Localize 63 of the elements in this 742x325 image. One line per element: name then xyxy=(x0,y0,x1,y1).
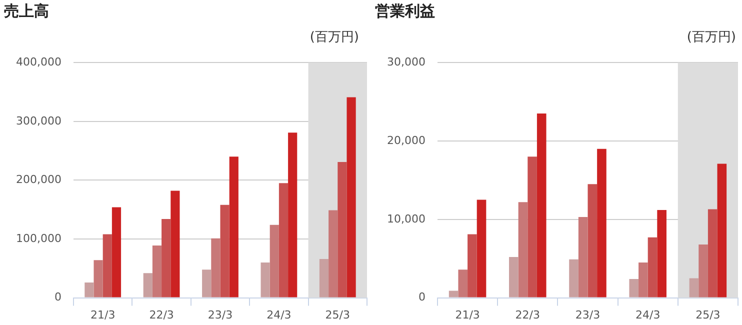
bar xyxy=(328,210,338,298)
bar xyxy=(102,234,112,298)
bar xyxy=(170,190,180,298)
bar xyxy=(288,132,298,298)
y-tick-label: 10,000 xyxy=(386,212,426,226)
bar xyxy=(569,259,578,298)
bar xyxy=(260,262,270,298)
y-tick-label: 300,000 xyxy=(16,114,62,128)
bar xyxy=(143,273,152,298)
bar xyxy=(509,257,518,298)
y-tick-label: 30,000 xyxy=(386,55,426,68)
bar xyxy=(319,258,329,298)
bar xyxy=(278,183,288,298)
x-tick-label: 23/3 xyxy=(208,308,233,322)
y-axis-title: (百万円) xyxy=(686,29,736,46)
x-tick-label: 22/3 xyxy=(515,308,540,322)
bar xyxy=(152,245,162,298)
y-tick-label: 400,000 xyxy=(16,55,62,68)
bar xyxy=(468,234,477,298)
bar xyxy=(458,270,468,298)
x-tick-label: 21/3 xyxy=(90,308,116,322)
bar xyxy=(578,217,588,298)
x-tick-label: 21/3 xyxy=(455,308,480,322)
bar xyxy=(346,97,356,298)
bar xyxy=(648,237,658,298)
x-tick-label: 24/3 xyxy=(635,308,660,322)
bar xyxy=(229,156,238,298)
bar xyxy=(528,156,537,298)
bar xyxy=(597,148,606,298)
bar xyxy=(270,224,279,298)
bar xyxy=(338,162,347,298)
bar xyxy=(536,114,546,298)
x-tick-label: 22/3 xyxy=(149,308,174,322)
y-tick-label: 20,000 xyxy=(386,134,426,147)
bar xyxy=(202,270,212,298)
y-tick-label: 200,000 xyxy=(16,173,62,186)
x-tick-label: 25/3 xyxy=(325,308,350,322)
y-tick-label: 0 xyxy=(54,290,62,304)
x-tick-label: 24/3 xyxy=(266,308,292,322)
bar xyxy=(638,262,648,298)
bar xyxy=(689,278,699,298)
y-tick-label: 100,000 xyxy=(16,232,62,245)
x-tick-label: 25/3 xyxy=(696,308,720,322)
bar xyxy=(112,207,122,298)
bar xyxy=(657,210,666,298)
bar xyxy=(448,290,458,298)
bar xyxy=(84,282,94,298)
y-axis-title: (百万円) xyxy=(310,29,359,46)
y-tick-label: 0 xyxy=(418,290,426,304)
bar xyxy=(211,238,220,298)
chart-title: 売上高 xyxy=(4,2,49,21)
bar xyxy=(518,202,528,298)
bar xyxy=(94,260,103,298)
bar xyxy=(162,219,171,298)
bar xyxy=(220,204,230,298)
bar xyxy=(717,164,727,298)
x-tick-label: 23/3 xyxy=(575,308,600,322)
chart-title: 営業利益 xyxy=(375,2,435,21)
bar xyxy=(476,200,486,298)
bar xyxy=(629,278,639,298)
bar xyxy=(698,244,708,298)
bar xyxy=(588,184,598,298)
bar xyxy=(708,209,718,298)
